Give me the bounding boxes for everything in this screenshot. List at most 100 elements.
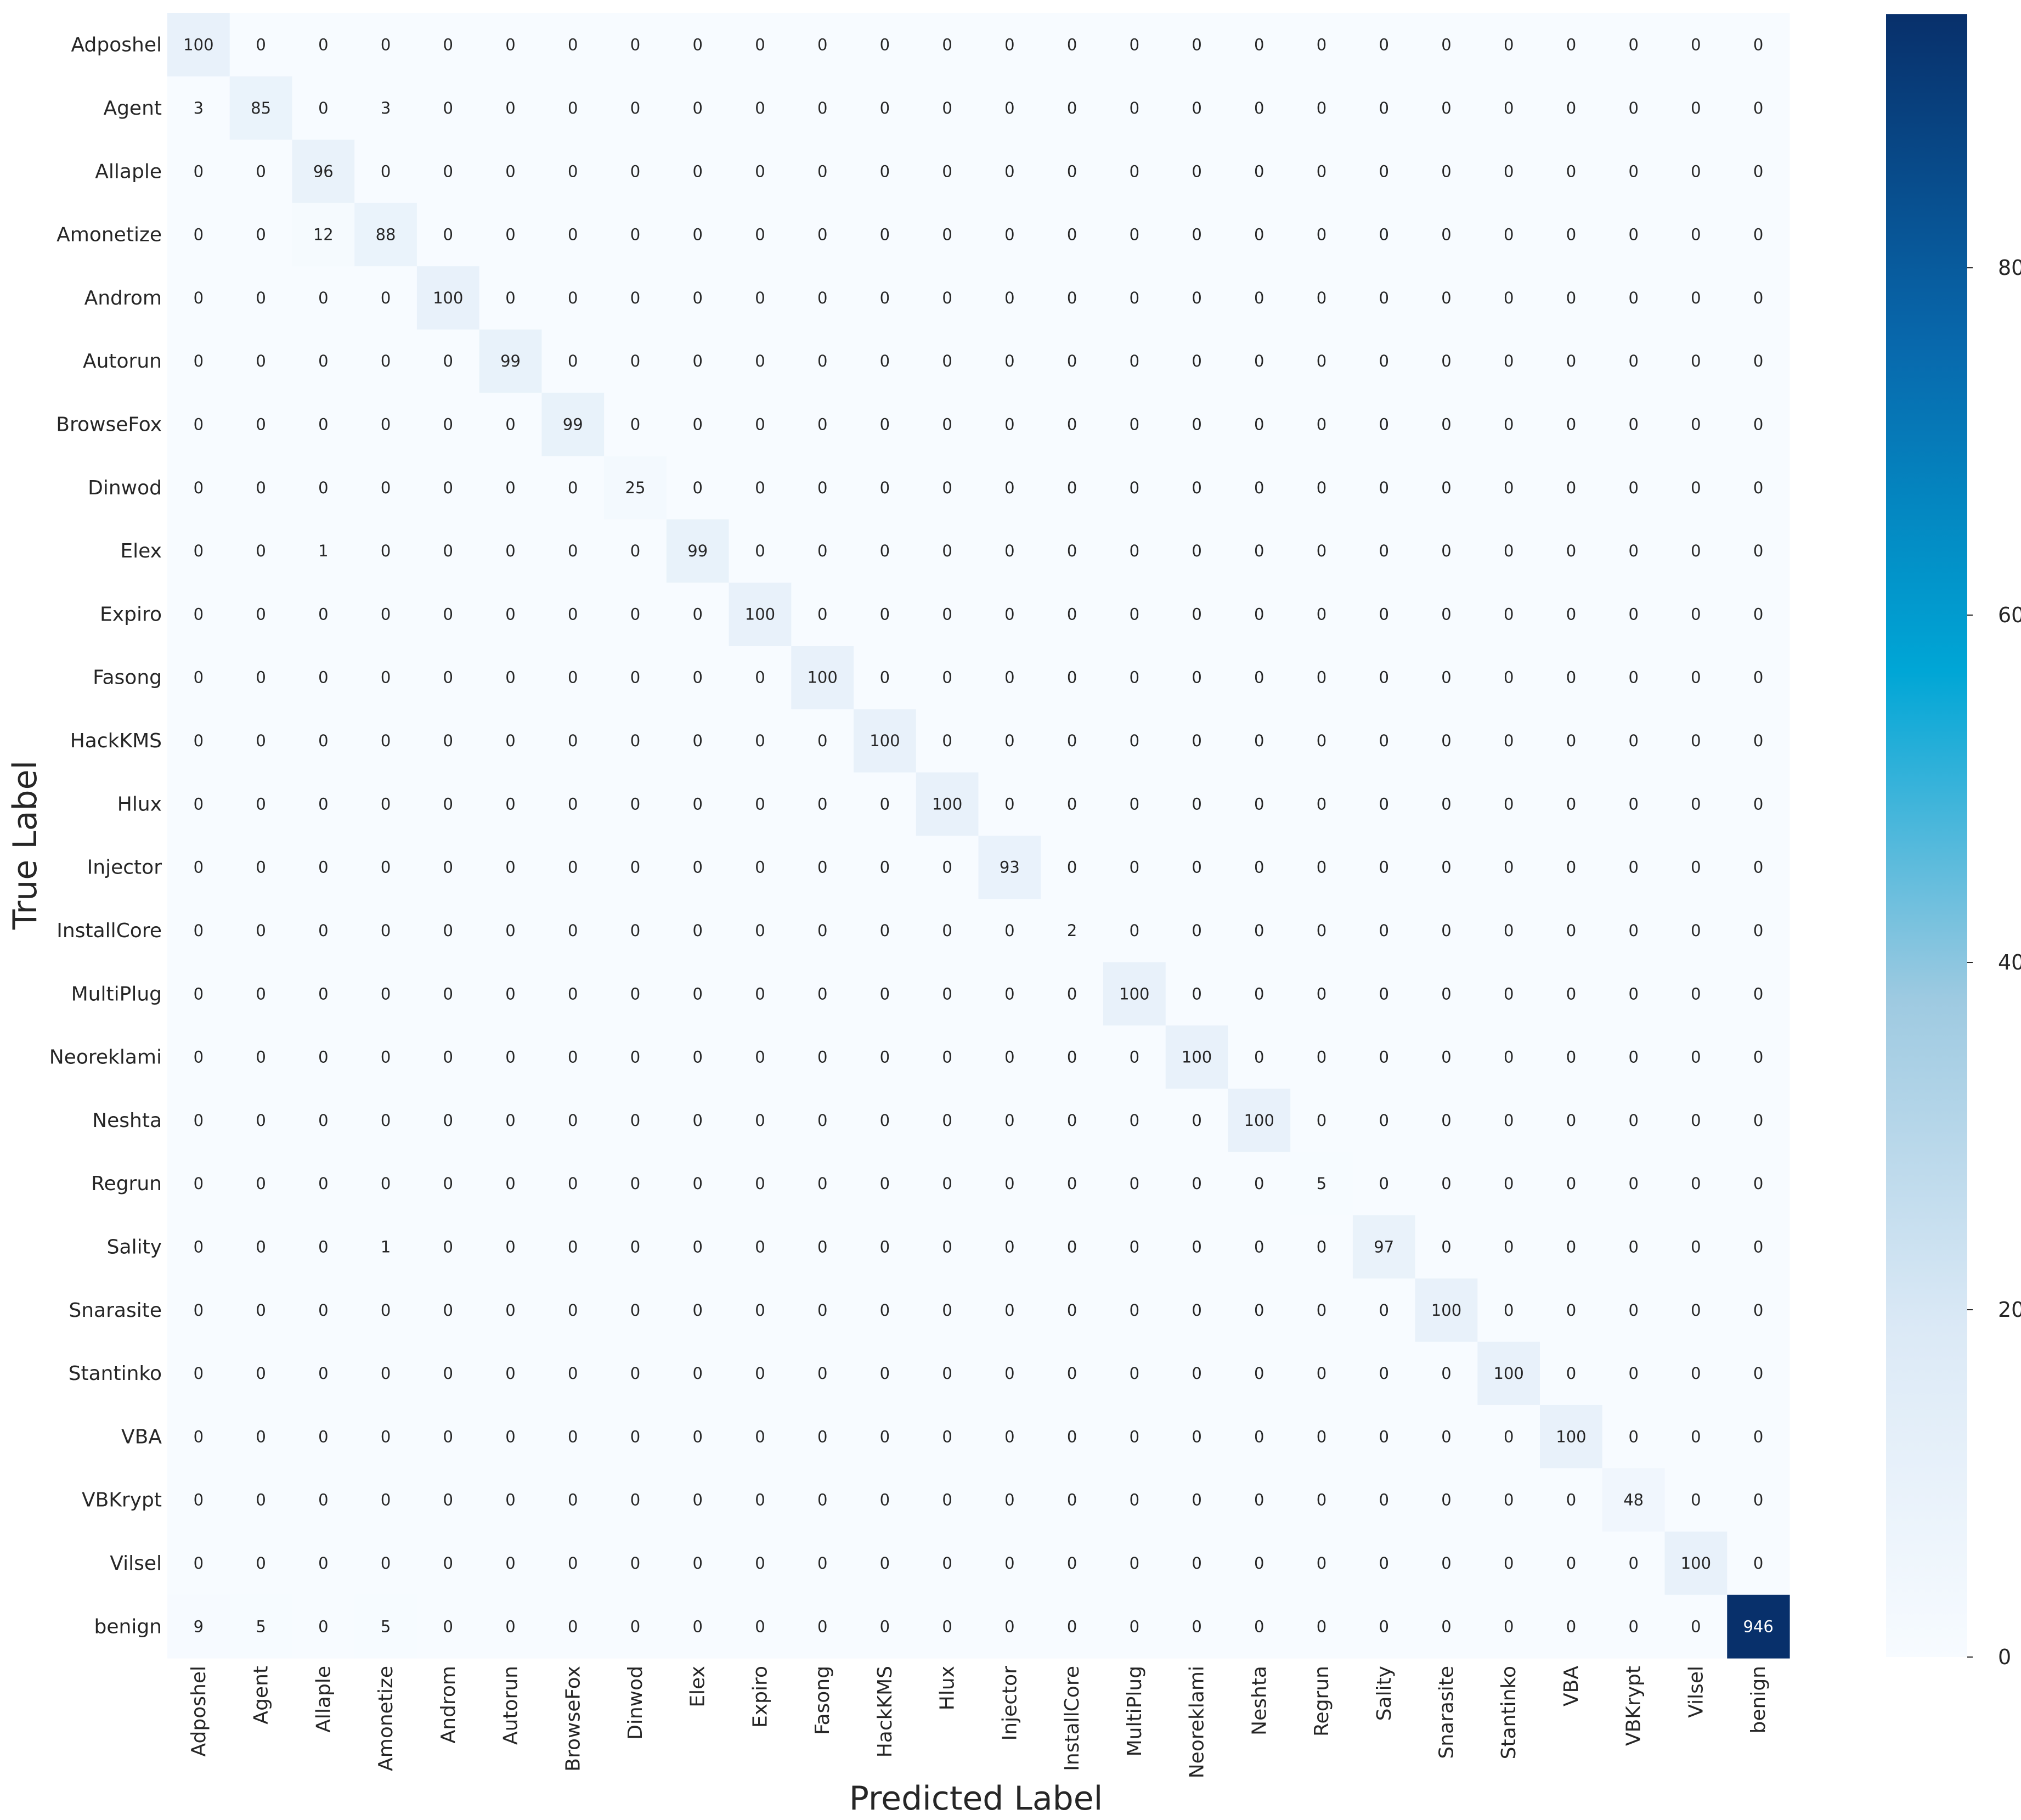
- heatmap-cell: [416, 456, 480, 520]
- heatmap-cell: [479, 76, 542, 140]
- cell-value-label: 0: [443, 605, 453, 623]
- cell-value-label: 0: [256, 36, 266, 54]
- cell-value-label: 0: [1067, 99, 1077, 117]
- cell-value-label: 0: [817, 1427, 827, 1446]
- heatmap-cell: [1727, 646, 1790, 709]
- cell-value-label: 0: [568, 542, 578, 560]
- heatmap-cell: [1165, 1215, 1229, 1279]
- heatmap-cell: [167, 139, 230, 204]
- heatmap-cell: [1228, 899, 1291, 963]
- heatmap-cell: [479, 1278, 542, 1343]
- cell-value-label: 0: [1254, 1491, 1264, 1509]
- heatmap-cell: [1290, 1342, 1353, 1406]
- cell-value-label: 0: [630, 162, 640, 181]
- cell-value-label: 0: [568, 162, 578, 181]
- heatmap-cell: [1540, 76, 1603, 140]
- cell-value-label: 0: [1192, 795, 1201, 813]
- heatmap-cell: [854, 1405, 917, 1469]
- heatmap-cell: [167, 1025, 230, 1089]
- cell-value-label: 0: [256, 1301, 266, 1320]
- cell-value-label: 0: [1130, 1238, 1139, 1256]
- cell-value-label: 0: [630, 1301, 640, 1320]
- heatmap-cell: [1415, 962, 1478, 1026]
- heatmap-cell: [1165, 1342, 1229, 1406]
- cell-value-label: 0: [505, 542, 515, 560]
- heatmap-cell: [416, 582, 480, 646]
- cell-value-label: 0: [755, 162, 765, 181]
- heatmap-cell: [854, 456, 917, 520]
- cell-value-label: 0: [1379, 1364, 1389, 1383]
- cell-value-label: 0: [568, 289, 578, 307]
- heatmap-cell: [1727, 1089, 1790, 1153]
- heatmap-cell: [229, 1089, 293, 1153]
- cell-value-label: 0: [630, 352, 640, 370]
- cell-value-label: 0: [568, 1491, 578, 1509]
- heatmap-cell: [167, 836, 230, 899]
- heatmap-cell: [1290, 962, 1353, 1026]
- heatmap-cell: [729, 1405, 792, 1469]
- cell-value-label: 0: [318, 1238, 328, 1256]
- heatmap-cell: [1290, 456, 1353, 520]
- heatmap-cell: [1041, 1468, 1104, 1532]
- cell-value-label: 0: [1691, 1301, 1701, 1320]
- heatmap-cell: [354, 709, 417, 773]
- heatmap-cell: [229, 1531, 293, 1596]
- heatmap-cell: [354, 1152, 417, 1216]
- heatmap-cell: [791, 202, 854, 267]
- heatmap-cell: [1352, 1215, 1416, 1279]
- y-tick-label: Autorun: [83, 350, 162, 373]
- heatmap-cell: [1165, 76, 1229, 140]
- cell-value-label: 0: [318, 605, 328, 623]
- x-tick-label: Agent: [250, 1666, 273, 1725]
- cell-value-label: 0: [443, 415, 453, 434]
- cell-value-label: 3: [381, 99, 391, 117]
- heatmap-cell: [1228, 202, 1291, 267]
- cell-value-label: 0: [1441, 99, 1451, 117]
- heatmap-cell: [479, 899, 542, 963]
- cell-value-label: 0: [194, 226, 204, 244]
- cell-value-label: 0: [755, 415, 765, 434]
- heatmap-cell: [1664, 1215, 1728, 1279]
- cell-value-label: 0: [1254, 1617, 1264, 1636]
- heatmap-cell: [416, 202, 480, 267]
- heatmap-cell: [978, 266, 1041, 330]
- cell-value-label: 0: [443, 1554, 453, 1573]
- heatmap-cell: [479, 1342, 542, 1406]
- heatmap-cell: [1165, 772, 1229, 836]
- cell-value-label: 0: [381, 731, 391, 750]
- heatmap-cell: [1477, 1342, 1540, 1406]
- cell-value-label: 85: [251, 99, 271, 117]
- cell-value-label: 0: [1317, 99, 1326, 117]
- cell-value-label: 0: [630, 1554, 640, 1573]
- y-axis-title: True Label: [6, 760, 44, 930]
- heatmap-cell: [854, 962, 917, 1026]
- cell-value-label: 0: [381, 352, 391, 370]
- heatmap-cell: [1540, 519, 1603, 583]
- heatmap-cell: [1727, 709, 1790, 773]
- cell-value-label: 0: [1628, 795, 1638, 813]
- heatmap-cell: [1352, 1025, 1416, 1089]
- heatmap-cell: [1602, 836, 1666, 899]
- cell-value-label: 0: [1379, 99, 1389, 117]
- cell-value-label: 0: [1254, 1554, 1264, 1573]
- heatmap-cell: [416, 836, 480, 899]
- heatmap-cell: [1415, 1152, 1478, 1216]
- cell-value-label: 100: [1244, 1111, 1274, 1130]
- cell-value-label: 0: [942, 289, 952, 307]
- heatmap-cell: [1477, 962, 1540, 1026]
- heatmap-cell: [1602, 392, 1666, 457]
- heatmap-cell: [854, 392, 917, 457]
- cell-value-label: 0: [1254, 478, 1264, 497]
- heatmap-cell: [292, 519, 355, 583]
- cell-value-label: 0: [1254, 984, 1264, 1003]
- cell-value-label: 0: [630, 1617, 640, 1636]
- cell-value-label: 0: [1379, 226, 1389, 244]
- cell-value-label: 0: [1192, 415, 1201, 434]
- cell-value-label: 0: [443, 478, 453, 497]
- cell-value-label: 0: [381, 542, 391, 560]
- cell-value-label: 0: [1379, 1617, 1389, 1636]
- cell-value-label: 100: [1431, 1301, 1461, 1320]
- cell-value-label: 0: [1628, 1174, 1638, 1193]
- heatmap-cell: [1727, 962, 1790, 1026]
- cell-value-label: 0: [1067, 1238, 1077, 1256]
